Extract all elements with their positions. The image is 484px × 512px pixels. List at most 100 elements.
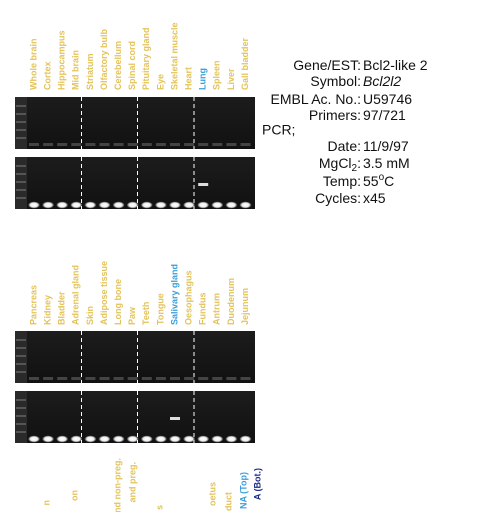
lane-label: Lung	[198, 68, 208, 90]
primer-band	[239, 435, 252, 443]
primer-band	[28, 201, 40, 209]
info-value: U59746	[363, 91, 412, 107]
lane-label: Antrum	[212, 293, 222, 325]
info-value: Bcl2-like 2	[363, 57, 428, 73]
lane-label: oetus	[207, 482, 217, 506]
lane-label: Heart	[183, 67, 193, 90]
primer-band	[70, 201, 83, 209]
lane-label: Teeth	[141, 302, 151, 325]
primer-band	[112, 435, 125, 443]
primer-band	[43, 377, 54, 380]
value: 55	[363, 173, 379, 189]
lane-label: Liver	[226, 68, 236, 90]
info-label: Date:	[328, 138, 361, 154]
primer-band	[140, 435, 153, 443]
lane-label: Paw	[127, 306, 137, 325]
info-label: MgCl2:	[319, 155, 361, 174]
primer-band	[197, 435, 210, 443]
primer-band	[57, 377, 68, 380]
primer-band	[85, 377, 96, 380]
primer-band	[29, 143, 39, 146]
lane-label: Kidney	[42, 295, 52, 325]
marker-band	[16, 121, 26, 123]
primer-band	[29, 377, 39, 380]
primer-band	[154, 435, 167, 443]
lane-label: Oesophagus	[183, 270, 193, 325]
primer-band	[212, 143, 223, 146]
primer-band	[43, 143, 54, 146]
lane-label: Jejunum	[240, 288, 250, 325]
info-value: 55oC	[363, 172, 394, 189]
primer-band	[183, 435, 196, 443]
lane-label: Long bone	[113, 279, 123, 325]
lane-label: Cortex	[42, 61, 52, 90]
marker-band	[16, 173, 26, 175]
marker-band	[16, 137, 26, 139]
gel	[15, 391, 255, 443]
lane-label: Spinal cord	[127, 41, 137, 90]
gels	[15, 97, 255, 443]
primer-band	[154, 201, 167, 209]
marker-band	[16, 399, 26, 401]
primer-band	[56, 201, 69, 209]
lane-label: on	[69, 490, 79, 501]
info-value: Bcl2l2	[363, 73, 401, 89]
primer-band	[99, 143, 110, 146]
marker-band	[16, 113, 26, 115]
value: 3.5 mM	[363, 155, 410, 171]
lane-label: n	[41, 500, 51, 506]
primer-band	[183, 201, 196, 209]
label-end: :	[357, 155, 361, 171]
marker-band	[16, 165, 26, 167]
lane-label: Olfactory bulb	[99, 28, 109, 90]
primer-band	[169, 201, 181, 209]
primer-band	[226, 143, 237, 146]
lane-labels: Whole brain Cortex Hippocampus Mid brain Str…	[28, 22, 262, 512]
primer-band	[140, 201, 153, 209]
lane-label: Salivary gland	[169, 264, 179, 325]
primer-band	[198, 143, 209, 146]
info-label: Gene/EST:	[293, 57, 361, 73]
value: x45	[363, 190, 386, 206]
label: Gene/EST:	[293, 57, 361, 73]
primer-band	[240, 377, 251, 380]
marker-band	[16, 355, 26, 357]
primer-band	[127, 377, 138, 380]
lane-label: Whole brain	[28, 39, 38, 91]
marker-band	[16, 181, 26, 183]
value-end: C	[384, 173, 394, 189]
label: Temp:	[323, 173, 361, 189]
primer-band	[211, 435, 224, 443]
marker-band	[16, 423, 26, 425]
pcr-band	[198, 183, 209, 186]
primer-band	[113, 143, 124, 146]
lane-label: Duodenum	[226, 278, 236, 325]
marker-band	[16, 407, 26, 409]
marker-band	[16, 105, 26, 107]
gel	[15, 331, 255, 383]
info-value: x45	[363, 190, 386, 206]
lane-label: duct	[223, 492, 233, 511]
lane-label: Bladder	[57, 291, 67, 325]
primer-band	[225, 435, 238, 443]
info-label: Primers:	[309, 107, 361, 123]
primer-band	[85, 143, 96, 146]
primer-band	[170, 377, 180, 380]
lane-label: Adipose tissue	[99, 261, 109, 325]
lane-label: Fundus	[198, 293, 208, 326]
primer-band	[155, 143, 166, 146]
primer-band	[56, 435, 69, 443]
marker-band	[16, 347, 26, 349]
lane-label: Hippocampus	[57, 30, 67, 90]
primer-band	[99, 377, 110, 380]
lane-label: Striatum	[85, 53, 95, 90]
lane-label: Skeletal muscle	[169, 22, 179, 90]
primer-band	[28, 435, 40, 443]
primer-band	[98, 435, 111, 443]
primer-band	[98, 201, 111, 209]
info-label: Symbol:	[310, 73, 361, 89]
lane-label: Pancreas	[28, 285, 38, 325]
primer-band	[112, 201, 125, 209]
primer-band	[126, 201, 139, 209]
